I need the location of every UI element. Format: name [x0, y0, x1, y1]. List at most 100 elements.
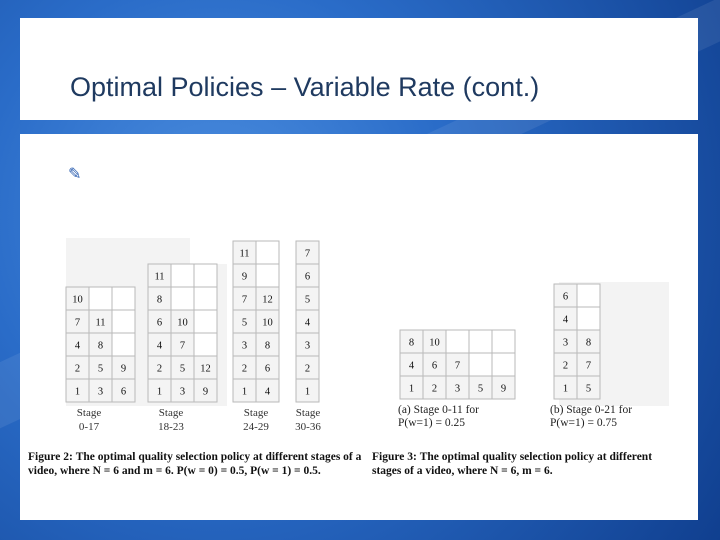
title-panel: Optimal Policies – Variable Rate (cont.)	[20, 18, 698, 120]
figure2-stage1-cell-value: 7	[180, 341, 185, 352]
figure2-stage0-cell-value: 7	[75, 318, 80, 329]
figure2-stage1-cell-value: 5	[180, 364, 185, 375]
figure3b-label: (b) Stage 0-21 for P(w=1) = 0.75	[550, 404, 632, 430]
figure3-caption-text: The optimal quality selection policy at …	[372, 451, 653, 477]
figure2-stage2-cell-value: 9	[242, 272, 247, 283]
figure2-caption-label: Figure 2:	[28, 451, 73, 463]
figure3-caption: Figure 3: The optimal quality selection …	[372, 450, 684, 478]
figure3b-cell-value: 5	[586, 384, 591, 395]
figure3a-cell-value: 10	[429, 338, 440, 349]
figure2-stage2-cell-value: 7	[242, 295, 247, 306]
figure2-stage1-cell	[193, 309, 218, 334]
figure2-stage0-cell	[88, 286, 113, 311]
figure2-caption: Figure 2: The optimal quality selection …	[28, 450, 366, 478]
figure2-stage1-cell	[193, 263, 218, 288]
figure2-stage0-cell	[111, 332, 136, 357]
figure2-stage2-cell	[255, 263, 280, 288]
figure3b-label-line1: (b) Stage 0-21 for	[550, 404, 633, 416]
figure2-stage1-cell-value: 3	[180, 387, 185, 398]
figure2-stage-label: Stage	[77, 407, 102, 419]
figure2-stage0-cell-value: 2	[75, 364, 80, 375]
figure2-stage3-cell	[295, 378, 320, 403]
figure2-stage2-cell-value: 6	[265, 364, 270, 375]
figure2-stage2-cell-value: 2	[242, 364, 247, 375]
figure3a-cell	[491, 329, 516, 354]
figure2-stage1-cell-value: 6	[157, 318, 162, 329]
figure2-stage0-cell-value: 10	[72, 295, 83, 306]
figure2-stage0-cell-value: 11	[95, 318, 105, 329]
figure2-stage0-cell-value: 4	[75, 341, 81, 352]
figure3-caption-label: Figure 3:	[372, 451, 417, 463]
figure3a-label-line2: P(w=1) = 0.25	[398, 417, 465, 429]
figure2-stage1-cell	[193, 378, 218, 403]
figure2-stage0-cell-value: 8	[98, 341, 103, 352]
figure3a-cell	[491, 352, 516, 377]
figure3b-cell	[576, 306, 601, 331]
figure2-stage2-cell	[255, 378, 280, 403]
figure2-stage-label: Stage	[244, 407, 269, 419]
figure2-stage0-cell	[111, 286, 136, 311]
slide-title: Optimal Policies – Variable Rate (cont.)	[70, 72, 540, 102]
figure3b-cell-value: 8	[586, 338, 591, 349]
figure2-stage1-cell-value: 12	[200, 364, 211, 375]
figure3a-cell-value: 3	[455, 384, 460, 395]
figure2-stage0-cell-value: 1	[75, 387, 80, 398]
figure2-stage-label: Stage	[296, 407, 321, 419]
figure2-stage1-cell	[170, 286, 195, 311]
figure2-stage3-cell-value: 3	[305, 341, 310, 352]
figure2-stage2-cell-value: 5	[242, 318, 247, 329]
figure2-stage2-cell-value: 3	[242, 341, 247, 352]
figure2-stage1-cell-value: 8	[157, 295, 162, 306]
figure2-stage1-cell-value: 9	[203, 387, 208, 398]
figure2-stage3-cell-value: 2	[305, 364, 310, 375]
figure2-stage2-cell-value: 10	[262, 318, 273, 329]
figure2-stage0-cell-value: 9	[121, 364, 126, 375]
figure2-stage-label: Stage	[159, 407, 184, 419]
figure3a-cell-value: 8	[409, 338, 414, 349]
figure2-stage2-cell-value: 4	[265, 387, 271, 398]
figure2-stage0-cell-value: 5	[98, 364, 103, 375]
figure2-stage2-cell-value: 12	[262, 295, 273, 306]
figure3b-cell	[576, 283, 601, 308]
figure3a-cell-value: 5	[478, 384, 483, 395]
figure3b-cell-value: 4	[563, 315, 569, 326]
figure2-stage3-cell-value: 5	[305, 295, 310, 306]
figure3a-cell	[468, 329, 493, 354]
figure3b-cell-value: 6	[563, 292, 568, 303]
figure3a-cell-value: 2	[432, 384, 437, 395]
figure3b-cell-value: 7	[586, 361, 591, 372]
figure2-stage3-cell-value: 1	[305, 387, 310, 398]
figure3a-cell-value: 9	[501, 384, 506, 395]
figure2-stage1-cell-value: 1	[157, 387, 162, 398]
figure3b-cell-value: 1	[563, 384, 568, 395]
figure2-stage1-cell-value: 11	[154, 272, 164, 283]
figure3a-cell-value: 4	[409, 361, 415, 372]
figure2-stage1-cell-value: 2	[157, 364, 162, 375]
figure3a-cell	[445, 329, 470, 354]
figure3a-cell	[468, 352, 493, 377]
figure2-stage3-cell-value: 4	[305, 318, 311, 329]
content-panel: ✎ 10 7 11 4 8 2 5 9 1 3 6 Stage 0-17 11 8 6 10 4 7 2 5 12 1 3 9 S…	[20, 134, 698, 520]
figure3a-cell-value: 7	[455, 361, 460, 372]
figure2-stage-range: 30-36	[295, 421, 321, 433]
figure2-stage0-cell-value: 6	[121, 387, 126, 398]
figure2-stage1-cell	[193, 332, 218, 357]
figure2-stage1-cell	[193, 286, 218, 311]
figure2-stage1-cell	[170, 263, 195, 288]
figure2-stage3-cell-value: 7	[305, 249, 310, 260]
figure2-stage-range: 24-29	[243, 421, 269, 433]
figure2-stage2-cell-value: 1	[242, 387, 247, 398]
figure2-stage1-cell-value: 4	[157, 341, 163, 352]
figure-image: 10 7 11 4 8 2 5 9 1 3 6 Stage 0-17 11 8 6 10 4 7 2 5 12 1 3 9 Sta…	[20, 134, 698, 520]
pencil-bullet-icon: ✎	[68, 164, 82, 183]
figure3a-cell-value: 6	[432, 361, 437, 372]
figure3a-cell-value: 1	[409, 384, 414, 395]
figure3b-label-line2: P(w=1) = 0.75	[550, 417, 617, 429]
figure2-stage2-cell-value: 11	[239, 249, 249, 260]
figure3a-label-line1: (a) Stage 0-11 for	[398, 404, 479, 416]
figure2-stage0-cell-value: 3	[98, 387, 103, 398]
figure2-stage-range: 18-23	[158, 421, 184, 433]
figure2-caption-text: The optimal quality selection policy at …	[28, 451, 362, 477]
figure3b-cell-value: 3	[563, 338, 568, 349]
